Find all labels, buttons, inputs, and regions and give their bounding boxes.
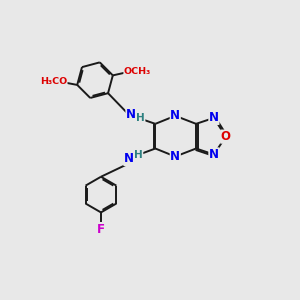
Text: N: N [124,152,134,165]
Text: N: N [170,109,180,122]
Text: O: O [221,130,231,143]
Text: H: H [136,113,145,124]
Text: OCH₃: OCH₃ [124,67,151,76]
Text: N: N [170,150,180,163]
Text: N: N [209,111,219,124]
Text: N: N [126,108,136,121]
Text: H₃CO: H₃CO [40,77,67,86]
Text: N: N [209,148,219,161]
Text: F: F [97,223,105,236]
Text: H: H [134,150,143,161]
